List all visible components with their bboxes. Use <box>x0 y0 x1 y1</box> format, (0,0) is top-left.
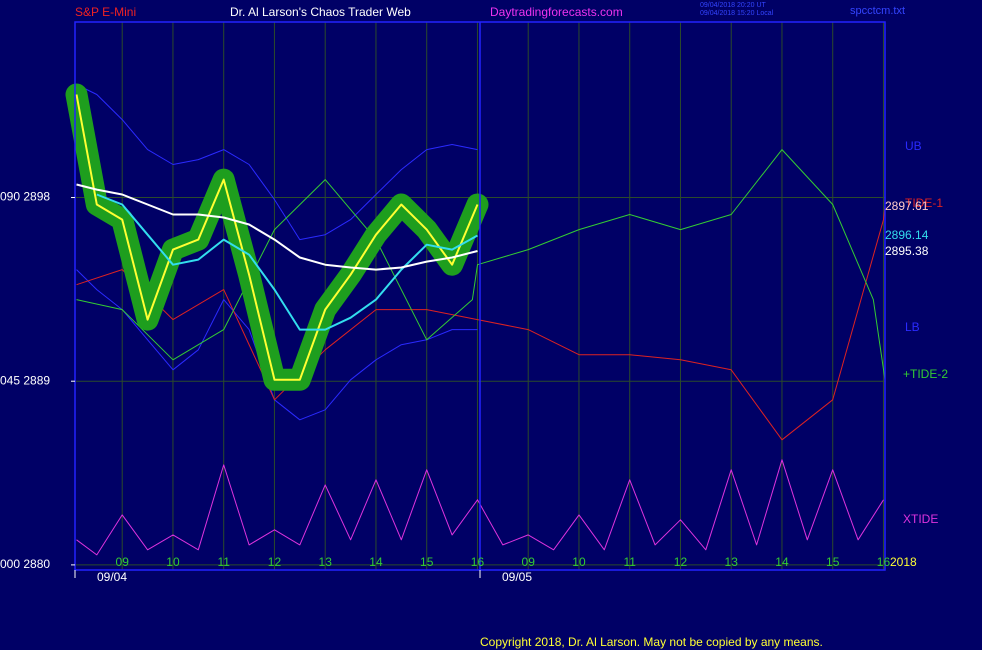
series-label: LB <box>905 320 920 334</box>
series-label: TIDE-1 <box>905 196 943 210</box>
y-tick-label: 045 2889 <box>0 373 50 387</box>
plot <box>65 83 886 556</box>
timestamp: 09/04/2018 15:20 Local <box>700 10 774 17</box>
x-tick-label: 16 <box>877 555 891 569</box>
x-tick-label: 10 <box>572 555 586 569</box>
timestamp: 09/04/2018 20:20 UT <box>700 2 766 9</box>
copyright: Copyright 2018, Dr. Al Larson. May not b… <box>480 635 823 649</box>
x-tick-label: 14 <box>775 555 789 569</box>
chart-subtitle: Dr. Al Larson's Chaos Trader Web <box>230 5 411 19</box>
x-tick-label: 09 <box>116 555 130 569</box>
y-tick-label: 090 2898 <box>0 190 50 204</box>
x-tick-label: 15 <box>420 555 434 569</box>
series-line <box>76 84 478 241</box>
chart-title: S&P E-Mini <box>75 5 136 19</box>
end-value-label: 2895.38 <box>885 244 929 258</box>
x-tick-label: 11 <box>623 555 636 569</box>
series-label: UB <box>905 139 922 153</box>
x-tick-label: 13 <box>725 555 739 569</box>
series-line <box>76 205 886 441</box>
x-tick-label: 10 <box>166 555 180 569</box>
x-tick-label: 09 <box>522 555 536 569</box>
end-value-label: 2896.14 <box>885 228 929 242</box>
x-tick-label: 12 <box>268 555 282 569</box>
x-tick-label: 13 <box>319 555 333 569</box>
y-tick-label: 000 2880 <box>0 557 50 571</box>
series-line <box>76 149 886 380</box>
series-line <box>75 94 479 381</box>
x-tick-label: 14 <box>369 555 383 569</box>
year: 2018 <box>890 555 917 569</box>
x-tick-label: 11 <box>217 555 230 569</box>
file-name: spcctcm.txt <box>850 5 905 17</box>
series-label: +TIDE-2 <box>903 367 948 381</box>
x-tick-label: 15 <box>826 555 840 569</box>
series-label: XTIDE <box>903 512 938 526</box>
series-line <box>76 459 884 556</box>
end-value-label: 2897.61 <box>885 199 929 213</box>
series-line <box>96 193 478 331</box>
x-tick-label: 12 <box>674 555 688 569</box>
date-label: 09/05 <box>502 570 532 584</box>
x-tick-label: 16 <box>471 555 485 569</box>
series-line <box>76 183 478 271</box>
date-label: 09/04 <box>97 570 127 584</box>
website: Daytradingforecasts.com <box>490 5 623 19</box>
